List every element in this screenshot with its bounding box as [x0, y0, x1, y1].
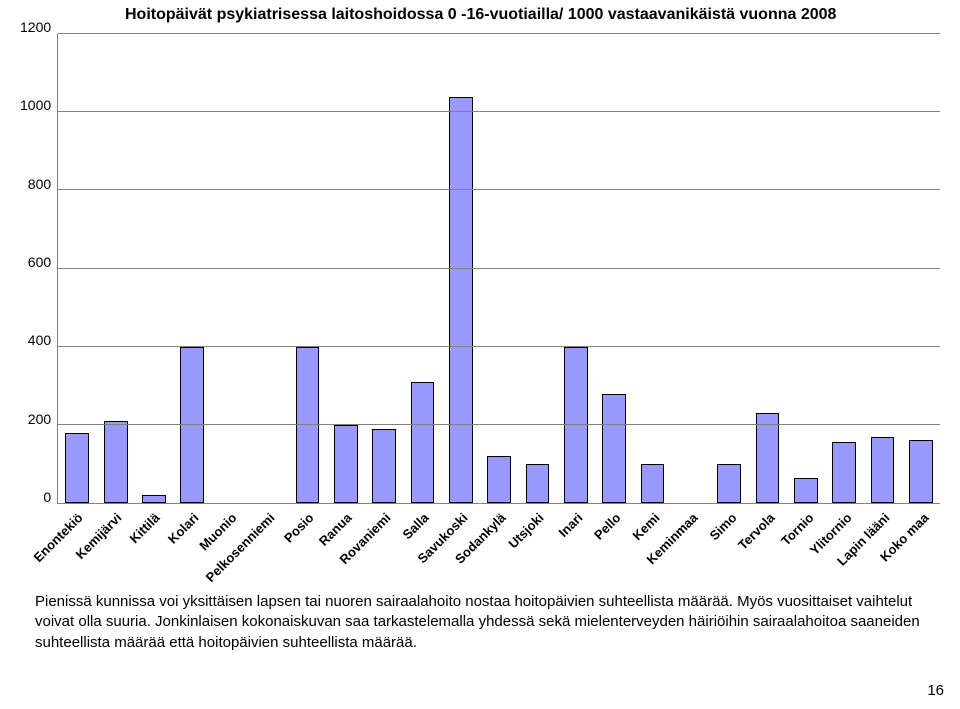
bar — [449, 97, 473, 503]
bar — [372, 429, 396, 503]
bar-slot — [557, 34, 595, 503]
gridline — [58, 268, 940, 269]
x-tick-label: Simo — [706, 510, 739, 543]
x-label-slot: Tervola — [748, 504, 786, 584]
bar-slot — [250, 34, 288, 503]
x-tick-label: Pello — [591, 510, 624, 543]
x-label-slot: Posio — [287, 504, 325, 584]
bar-slot — [863, 34, 901, 503]
bar-slot — [748, 34, 786, 503]
x-label-slot: Utsjoki — [517, 504, 555, 584]
bar-slot — [518, 34, 556, 503]
x-label-slot: Koko maa — [902, 504, 940, 584]
x-label-slot: Kemijärvi — [94, 504, 132, 584]
gridline — [58, 111, 940, 112]
chart-title: Hoitopäivät psykiatrisessa laitoshoidoss… — [0, 6, 960, 24]
x-label-slot: Pello — [594, 504, 632, 584]
gridline — [58, 424, 940, 425]
bar-slot — [288, 34, 326, 503]
bar-slot — [633, 34, 671, 503]
bar — [756, 413, 780, 503]
bar — [104, 421, 128, 503]
bar-slot — [480, 34, 518, 503]
bar — [487, 456, 511, 503]
x-label-slot: Inari — [556, 504, 594, 584]
gridline — [58, 346, 940, 347]
bar-slot — [595, 34, 633, 503]
bar-slot — [135, 34, 173, 503]
x-tick-label: Salla — [400, 510, 432, 542]
x-tick-label: Kittilä — [127, 510, 163, 546]
bar-slot — [327, 34, 365, 503]
bar — [871, 437, 895, 503]
x-axis-labels: EnontekiöKemijärviKittiläKolariMuonioPel… — [20, 504, 960, 584]
bar-slot — [212, 34, 250, 503]
x-tick-label: Inari — [555, 510, 585, 540]
x-label-slot: Kittilä — [133, 504, 171, 584]
bar — [909, 440, 933, 503]
bar — [832, 442, 856, 503]
bar — [334, 425, 358, 503]
bar — [411, 382, 435, 503]
bar-slot — [58, 34, 96, 503]
x-label-slot: Keminmaa — [671, 504, 709, 584]
bar-slot — [787, 34, 825, 503]
bar — [641, 464, 665, 503]
bars-row — [58, 34, 940, 503]
y-axis: 120010008006004002000 — [20, 34, 57, 504]
bar-slot — [672, 34, 710, 503]
description-paragraph: Pienissä kunnissa voi yksittäisen lapsen… — [0, 584, 960, 653]
bar — [142, 495, 166, 503]
bar-slot — [365, 34, 403, 503]
chart-area: 120010008006004002000 — [0, 24, 960, 504]
x-tick-label: Kemi — [629, 510, 662, 543]
bar — [717, 464, 741, 503]
bar-slot — [442, 34, 480, 503]
bar — [602, 394, 626, 503]
bar-slot — [173, 34, 211, 503]
plot-area — [57, 34, 940, 504]
bar-slot — [403, 34, 441, 503]
gridline — [58, 33, 940, 34]
gridline — [58, 189, 940, 190]
bar-slot — [97, 34, 135, 503]
bar-slot — [825, 34, 863, 503]
description-text: Pienissä kunnissa voi yksittäisen lapsen… — [35, 592, 925, 653]
x-tick-label: Posio — [281, 510, 317, 546]
bar — [526, 464, 550, 503]
bar — [794, 478, 818, 503]
page-number: 16 — [927, 682, 944, 699]
x-label-slot: Pelkosenniemi — [248, 504, 286, 584]
x-label-slot: Rovaniemi — [364, 504, 402, 584]
bar-slot — [902, 34, 940, 503]
bar — [65, 433, 89, 503]
bar-slot — [710, 34, 748, 503]
